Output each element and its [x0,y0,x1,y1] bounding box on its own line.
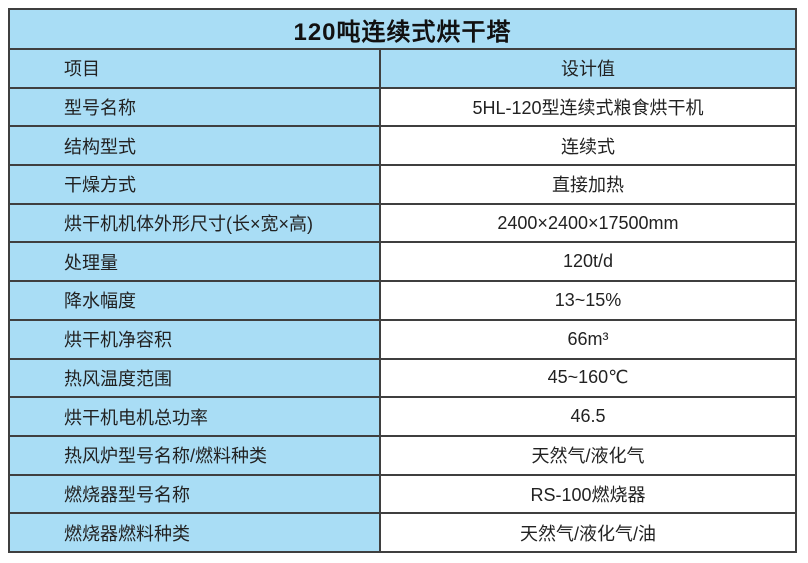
row-label: 燃烧器型号名称 [10,475,379,513]
row-label: 烘干机机体外形尺寸(长×宽×高) [10,204,379,242]
row-value: 5HL-120型连续式粮食烘干机 [378,88,795,126]
spec-table: 120吨连续式烘干塔 项目 设计值 型号名称 5HL-120型连续式粮食烘干机 … [8,8,797,553]
page-title: 120吨连续式烘干塔 [293,18,512,46]
table-row: 烘干机净容积 66m³ [10,320,795,360]
row-value: 天然气/液化气/油 [378,514,795,551]
table-row: 结构型式 连续式 [10,127,795,167]
row-value: 连续式 [378,127,795,165]
row-value: 120t/d [378,243,795,281]
row-label: 燃烧器燃料种类 [10,514,379,551]
row-label: 降水幅度 [10,282,379,319]
row-value: 66m³ [378,320,795,358]
table-row: 燃烧器型号名称 RS-100燃烧器 [10,475,795,515]
header-item-cell: 项目 [10,50,379,87]
table-row: 烘干机机体外形尺寸(长×宽×高) 2400×2400×17500mm [10,204,795,244]
row-value: 天然气/液化气 [378,436,795,474]
row-label: 烘干机净容积 [10,320,379,358]
row-value: 46.5 [378,398,795,435]
table-title-row: 120吨连续式烘干塔 [10,10,795,50]
table-row: 热风炉型号名称/燃料种类 天然气/液化气 [10,436,795,476]
row-value: RS-100燃烧器 [378,475,795,513]
table-row: 型号名称 5HL-120型连续式粮食烘干机 [10,88,795,128]
row-label: 干燥方式 [10,166,379,203]
header-value-cell: 设计值 [378,50,795,87]
table-header-row: 项目 设计值 [10,50,795,89]
row-value: 45~160℃ [378,359,795,397]
row-label: 处理量 [10,243,379,281]
row-value: 直接加热 [378,166,795,203]
row-label: 热风炉型号名称/燃料种类 [10,436,379,474]
table-row: 干燥方式 直接加热 [10,166,795,205]
row-label: 热风温度范围 [10,359,379,397]
table-row: 降水幅度 13~15% [10,282,795,321]
table-row: 热风温度范围 45~160℃ [10,359,795,399]
row-value: 13~15% [378,282,795,319]
row-label: 烘干机电机总功率 [10,398,379,435]
row-label: 型号名称 [10,88,379,126]
table-row: 处理量 120t/d [10,243,795,283]
row-value: 2400×2400×17500mm [378,204,795,242]
table-row: 燃烧器燃料种类 天然气/液化气/油 [10,514,795,551]
row-label: 结构型式 [10,127,379,165]
table-row: 烘干机电机总功率 46.5 [10,398,795,437]
